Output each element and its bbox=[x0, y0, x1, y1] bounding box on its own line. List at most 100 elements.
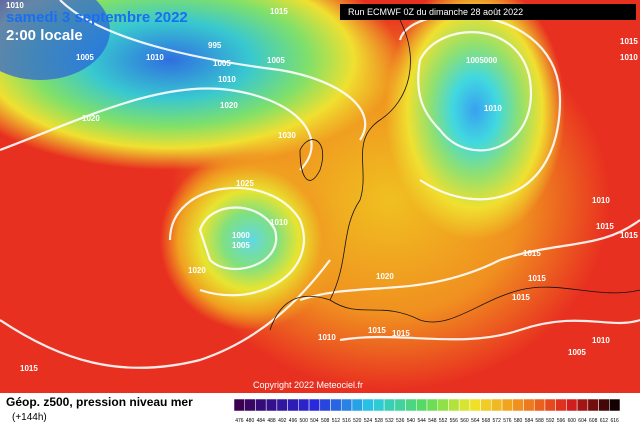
isobar-label: 1020 bbox=[220, 101, 238, 110]
legend-swatch bbox=[523, 398, 535, 412]
run-info: Run ECMWF 0Z du dimanche 28 août 2022 bbox=[348, 7, 523, 17]
isobar-label: 1020 bbox=[376, 272, 394, 281]
legend-swatch bbox=[587, 398, 599, 412]
isobar-label: 1030 bbox=[278, 131, 296, 140]
field bbox=[160, 150, 340, 330]
legend-swatch bbox=[265, 398, 278, 412]
isobar-label: 1015 bbox=[392, 329, 410, 338]
legend-swatch bbox=[255, 398, 267, 412]
legend-swatch bbox=[512, 398, 524, 412]
isobar-label: 1010 bbox=[6, 1, 24, 10]
legend-swatch bbox=[340, 398, 353, 412]
legend-swatch bbox=[233, 398, 245, 412]
isobar-label: 1015 bbox=[620, 231, 638, 240]
legend-swatch bbox=[598, 398, 610, 412]
field bbox=[0, 0, 110, 80]
legend-label: 604 bbox=[578, 418, 587, 424]
isobar-label: 1010 bbox=[484, 104, 502, 113]
legend-swatch bbox=[394, 398, 406, 412]
legend-swatch bbox=[576, 398, 589, 412]
legend-swatch bbox=[501, 398, 514, 412]
legend-swatch bbox=[308, 398, 321, 412]
legend-label: 516 bbox=[342, 418, 351, 424]
legend-label: 496 bbox=[289, 418, 298, 424]
legend-swatch bbox=[544, 398, 556, 412]
isobar-label: 1010 bbox=[270, 218, 288, 227]
legend-swatch bbox=[469, 398, 481, 412]
isobar-label: 1015 bbox=[523, 249, 541, 258]
legend-label: 592 bbox=[546, 418, 555, 424]
isobar-label: 1005 bbox=[568, 348, 586, 357]
legend-swatch bbox=[609, 398, 621, 412]
legend-label: 512 bbox=[332, 418, 341, 424]
copyright: Copyright 2022 Meteociel.fr bbox=[253, 380, 363, 390]
isobar-label: 1015 bbox=[512, 293, 530, 302]
legend-label: 580 bbox=[514, 418, 523, 424]
isobar-label: 1025 bbox=[236, 179, 254, 188]
isobar-label: 1010 bbox=[592, 196, 610, 205]
legend-label: 560 bbox=[460, 418, 469, 424]
legend-label: 536 bbox=[396, 418, 405, 424]
legend-swatch bbox=[373, 398, 385, 412]
isobar-label: 1015 bbox=[528, 274, 546, 283]
isobar-label: 1010 bbox=[146, 53, 164, 62]
legend-label: 576 bbox=[503, 418, 512, 424]
legend-label: 548 bbox=[428, 418, 437, 424]
legend-label: 480 bbox=[246, 418, 255, 424]
legend-swatch bbox=[330, 398, 342, 412]
isobar-label: 1005 bbox=[267, 56, 285, 65]
isobar-label: 1015 bbox=[270, 7, 288, 16]
legend-label: 544 bbox=[417, 418, 426, 424]
legend-swatch bbox=[383, 398, 396, 412]
run-box bbox=[340, 4, 636, 20]
legend-swatch bbox=[319, 398, 331, 412]
legend-swatch bbox=[437, 398, 449, 412]
legend-label: 492 bbox=[278, 418, 287, 424]
legend-label: 532 bbox=[385, 418, 394, 424]
map-title: samedi 3 septembre 2022 bbox=[6, 9, 188, 26]
field bbox=[385, 0, 565, 240]
isobar-label: 1005 bbox=[76, 53, 94, 62]
legend-label: 596 bbox=[557, 418, 566, 424]
legend-swatch bbox=[566, 398, 578, 412]
isobar-label: 1015 bbox=[368, 326, 386, 335]
isobar-label: 1000 bbox=[232, 231, 250, 240]
isobar-label: 1010 bbox=[218, 75, 236, 84]
isobar-label: 1005000 bbox=[466, 56, 498, 65]
legend-swatch bbox=[533, 398, 546, 412]
legend-swatch bbox=[276, 398, 288, 412]
legend-swatch bbox=[298, 398, 310, 412]
legend-swatch bbox=[351, 398, 363, 412]
isobar-label: 1010 bbox=[620, 53, 638, 62]
legend-swatch bbox=[244, 398, 256, 412]
legend-swatch bbox=[480, 398, 492, 412]
legend-swatch bbox=[491, 398, 503, 412]
isobar-label: 995 bbox=[208, 41, 222, 50]
legend-label: 528 bbox=[375, 418, 384, 424]
isobar-label: 1005 bbox=[232, 241, 250, 250]
legend-label: 556 bbox=[450, 418, 459, 424]
isobar-label: 1010 bbox=[318, 333, 336, 342]
legend-label: 484 bbox=[257, 418, 266, 424]
legend-label: 552 bbox=[439, 418, 448, 424]
legend-label: 520 bbox=[353, 418, 362, 424]
legend-label: 564 bbox=[471, 418, 480, 424]
footer-title: Géop. z500, pression niveau mer bbox=[6, 395, 193, 409]
legend-swatch bbox=[555, 398, 567, 412]
isobar-label: 1005 bbox=[213, 59, 231, 68]
legend-label: 600 bbox=[568, 418, 577, 424]
coastlines bbox=[269, 19, 640, 331]
legend-label: 584 bbox=[525, 418, 534, 424]
lead-time: (+144h) bbox=[12, 412, 47, 423]
legend-label: 508 bbox=[321, 418, 330, 424]
legend-label: 476 bbox=[235, 418, 244, 424]
legend-swatch bbox=[426, 398, 438, 412]
legend-label: 612 bbox=[600, 418, 609, 424]
legend-label: 500 bbox=[300, 418, 309, 424]
legend-label: 588 bbox=[535, 418, 544, 424]
legend-label: 524 bbox=[364, 418, 373, 424]
isobar-label: 1010 bbox=[592, 336, 610, 345]
legend-swatch bbox=[416, 398, 428, 412]
legend-swatch bbox=[405, 398, 417, 412]
